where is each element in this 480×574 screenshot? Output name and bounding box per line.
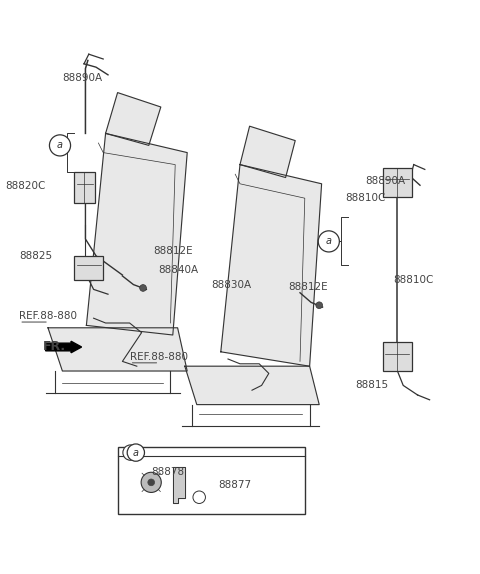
Polygon shape	[106, 92, 161, 145]
Polygon shape	[240, 126, 295, 177]
Circle shape	[127, 444, 144, 461]
Polygon shape	[383, 168, 412, 197]
Text: 88810C: 88810C	[394, 275, 434, 285]
Polygon shape	[74, 256, 103, 280]
Text: a: a	[133, 448, 139, 457]
Text: a: a	[57, 141, 63, 150]
Text: REF.88-880: REF.88-880	[19, 311, 77, 321]
Text: 88812E: 88812E	[288, 282, 328, 292]
Text: a: a	[128, 448, 133, 457]
Text: 88815: 88815	[355, 381, 388, 390]
Bar	[118, 447, 305, 514]
Circle shape	[140, 285, 146, 292]
Circle shape	[193, 491, 205, 503]
Circle shape	[123, 445, 138, 460]
Text: 88890A: 88890A	[62, 73, 103, 83]
Polygon shape	[383, 342, 412, 371]
Circle shape	[148, 479, 155, 486]
FancyArrow shape	[46, 341, 82, 353]
Polygon shape	[185, 366, 319, 405]
Polygon shape	[74, 172, 95, 203]
Text: 88840A: 88840A	[158, 265, 199, 275]
Circle shape	[316, 302, 323, 309]
Circle shape	[49, 135, 71, 156]
Text: 88812E: 88812E	[154, 246, 193, 256]
Text: 88810C: 88810C	[346, 193, 386, 203]
Text: FR.: FR.	[43, 340, 66, 354]
Polygon shape	[86, 133, 187, 335]
Text: 88825: 88825	[19, 251, 52, 261]
Text: 88878: 88878	[151, 467, 184, 477]
Text: 88820C: 88820C	[5, 181, 45, 191]
Text: 88890A: 88890A	[365, 176, 405, 187]
Text: 88877: 88877	[218, 480, 252, 490]
Circle shape	[318, 231, 339, 252]
Text: 88830A: 88830A	[211, 280, 252, 290]
Polygon shape	[48, 328, 187, 371]
Circle shape	[141, 472, 161, 492]
Text: REF.88-880: REF.88-880	[130, 352, 188, 362]
Polygon shape	[173, 467, 185, 503]
Text: a: a	[326, 236, 332, 246]
Polygon shape	[221, 165, 322, 366]
